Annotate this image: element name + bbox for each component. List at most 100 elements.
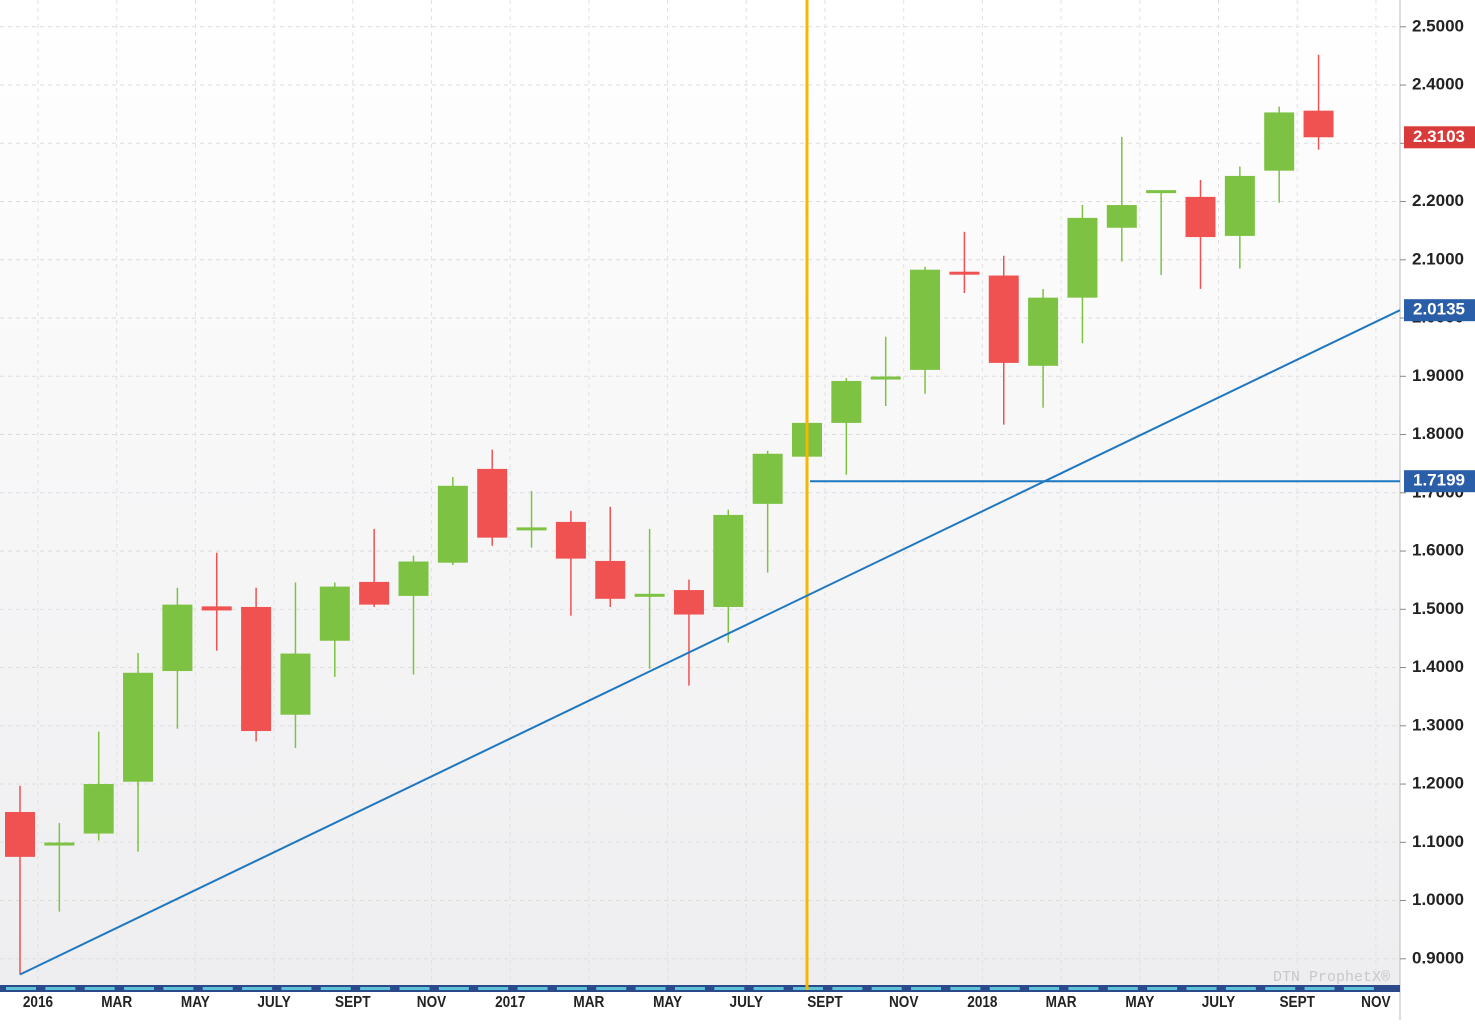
x-tick-label: SEPT <box>807 994 842 1011</box>
x-tick-label: MAY <box>653 994 682 1011</box>
x-tick-label: MAY <box>181 994 210 1011</box>
x-tick-label: 2016 <box>23 994 53 1011</box>
x-tick-label: JULY <box>1202 994 1236 1011</box>
candle-body <box>398 561 429 596</box>
time-strip-segment <box>281 987 312 990</box>
y-tick-label: 1.4000 <box>1412 657 1464 676</box>
candle-body <box>83 784 114 834</box>
x-tick-label: SEPT <box>335 994 370 1011</box>
x-tick-label: MAR <box>101 994 132 1011</box>
time-strip-segment <box>360 987 391 990</box>
y-tick-label: 2.5000 <box>1412 16 1464 35</box>
candle-body <box>1146 190 1177 194</box>
candle-body <box>595 560 626 599</box>
price-tag <box>1404 299 1475 322</box>
price-tag-label: 2.3103 <box>1413 127 1465 146</box>
x-tick-label: NOV <box>1361 994 1391 1011</box>
candle-body <box>44 842 75 846</box>
time-strip-segment <box>399 987 430 990</box>
candle-body <box>1028 297 1059 366</box>
candle-body <box>1224 175 1255 236</box>
candle-body <box>1185 196 1216 238</box>
y-tick-label: 1.6000 <box>1412 541 1464 560</box>
time-strip-segment <box>45 987 76 990</box>
candle-body <box>673 590 704 615</box>
candle-body <box>634 593 665 597</box>
candle-body <box>752 453 783 504</box>
time-strip-segment <box>242 987 273 990</box>
candle-body <box>123 672 154 782</box>
time-strip-segment <box>1147 987 1178 990</box>
x-tick-label: NOV <box>889 994 919 1011</box>
time-strip-segment <box>163 987 194 990</box>
candle-body <box>870 376 901 380</box>
time-strip-segment <box>1265 987 1296 990</box>
time-strip-segment <box>6 987 36 990</box>
time-strip-segment <box>438 987 469 990</box>
y-tick-label: 2.2000 <box>1412 191 1464 210</box>
time-strip-segment <box>714 987 745 990</box>
y-tick-label: 1.9000 <box>1412 366 1464 385</box>
time-strip-segment <box>753 987 784 990</box>
x-tick-label: 2017 <box>495 994 525 1011</box>
candle-body <box>1067 217 1098 298</box>
x-tick-label: 2018 <box>967 994 997 1011</box>
candle-body <box>1264 112 1295 171</box>
trendline <box>19 309 1401 976</box>
y-tick-label: 1.5000 <box>1412 599 1464 618</box>
time-strip-segment <box>674 987 705 990</box>
candle-body <box>516 527 547 531</box>
time-strip-segment <box>84 987 115 990</box>
price-tag <box>1404 126 1475 149</box>
x-tick-label: SEPT <box>1279 994 1314 1011</box>
candle-body <box>831 380 862 423</box>
candle-body <box>988 275 1019 363</box>
y-tick-label: 1.2000 <box>1412 774 1464 793</box>
candle-body <box>477 468 508 538</box>
x-tick-label: JULY <box>730 994 764 1011</box>
y-tick-label: 1.8000 <box>1412 424 1464 443</box>
y-tick-label: 2.4000 <box>1412 75 1464 94</box>
time-strip-segment <box>202 987 233 990</box>
time-strip-segment <box>1343 987 1374 990</box>
time-strip-segment <box>1068 987 1099 990</box>
time-strip-segment <box>1225 987 1256 990</box>
y-tick-label: 2.1000 <box>1412 249 1464 268</box>
candle-body <box>359 581 390 605</box>
x-tick-label: MAY <box>1125 994 1154 1011</box>
time-strip-segment <box>950 987 981 990</box>
time-strip-segment <box>911 987 942 990</box>
x-tick-label: MAR <box>1046 994 1077 1011</box>
candle-body <box>319 586 350 641</box>
price-tag-label: 1.7199 <box>1413 471 1465 490</box>
candle-body <box>910 269 941 370</box>
time-strip-segment <box>320 987 351 990</box>
candle-body <box>280 653 311 715</box>
y-tick-label: 1.0000 <box>1412 890 1464 909</box>
candle-body <box>555 521 586 559</box>
time-strip-segment <box>989 987 1020 990</box>
candle-body <box>5 811 35 857</box>
time-strip-segment <box>1304 987 1335 990</box>
candle-body <box>241 606 272 732</box>
time-strip-segment <box>635 987 666 990</box>
candle-body <box>1303 110 1334 138</box>
candle-body <box>1106 205 1137 228</box>
y-tick-label: 1.3000 <box>1412 715 1464 734</box>
time-strip-segment <box>1029 987 1060 990</box>
candle-body <box>162 604 193 672</box>
time-strip-segment <box>478 987 509 990</box>
price-tag <box>1404 470 1475 493</box>
x-tick-label: NOV <box>417 994 447 1011</box>
candle-body <box>713 514 744 607</box>
watermark: DTN ProphetX® <box>1273 969 1390 986</box>
candle-body <box>949 271 980 275</box>
time-strip-segment <box>1186 987 1217 990</box>
price-tag-label: 2.0135 <box>1413 300 1465 319</box>
time-strip-segment <box>871 987 902 990</box>
candle-body <box>201 606 232 611</box>
time-strip-segment <box>596 987 627 990</box>
time-strip-segment <box>124 987 155 990</box>
time-strip-segment <box>517 987 548 990</box>
